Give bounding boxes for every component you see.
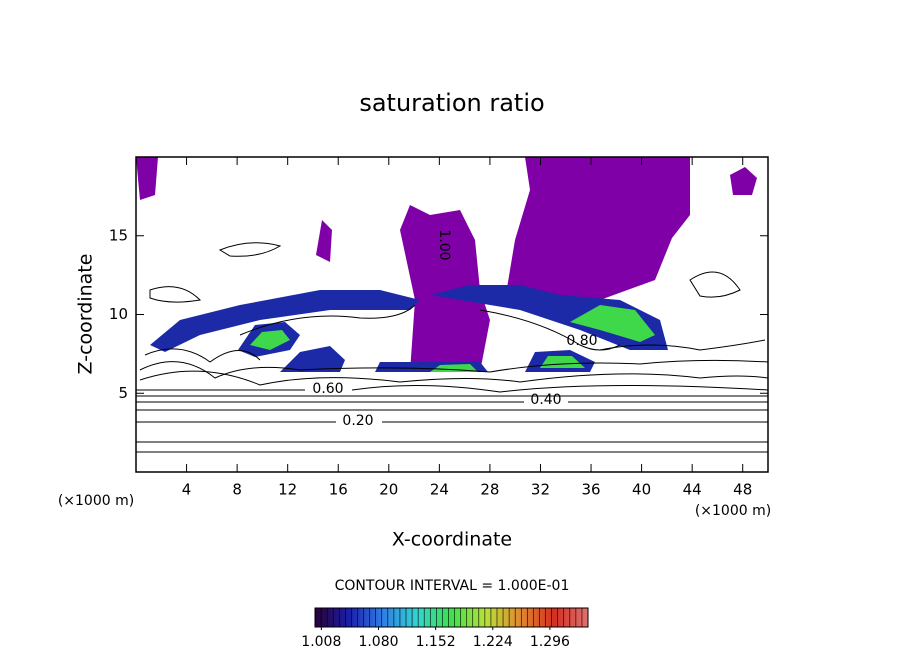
region (150, 290, 420, 352)
region (280, 346, 345, 372)
contour-line (139, 359, 769, 379)
colorbar-tick-label: 1.008 (301, 634, 341, 650)
x-tick-label: 16 (329, 481, 348, 499)
region (730, 167, 757, 195)
colorbar-tick-label: 1.080 (358, 634, 398, 650)
y-axis-label: Z-coordinate (75, 254, 97, 375)
x-tick-label: 44 (683, 481, 702, 499)
x-tick-label: 28 (480, 481, 499, 499)
x-tick-label: 32 (531, 481, 550, 499)
region (430, 285, 668, 350)
contour-label: 0.20 (342, 413, 373, 429)
region (400, 205, 490, 372)
contour-interval: CONTOUR INTERVAL = 1.000E-01 (335, 578, 570, 594)
x-tick-label: 40 (632, 481, 651, 499)
x-tick-label: 36 (581, 481, 600, 499)
contour-line (239, 304, 621, 351)
contour-label: 0.80 (566, 333, 597, 349)
x-unit-label: (×1000 m) (695, 503, 771, 519)
region (505, 157, 690, 300)
colorbar-tick-label: 1.296 (530, 634, 570, 650)
y-tick-label: 10 (109, 305, 128, 323)
colorbar-tick-label: 1.152 (416, 634, 456, 650)
contour-label: 1.00 (436, 229, 452, 260)
x-tick-label: 4 (182, 481, 192, 499)
x-tick-label: 8 (232, 481, 242, 499)
chart-title: saturation ratio (359, 89, 544, 117)
region (316, 220, 332, 262)
region (250, 330, 290, 350)
contour-line (139, 370, 769, 386)
contour-label: 0.40 (530, 392, 561, 408)
y-tick-label: 15 (109, 226, 128, 244)
region (570, 305, 655, 342)
region (136, 157, 158, 200)
colorbar (314, 607, 589, 628)
x-tick-label: 12 (278, 481, 297, 499)
contour-line (149, 242, 741, 303)
contour-line (144, 339, 766, 363)
contour-label: 0.60 (312, 381, 343, 397)
x-axis-label: X-coordinate (392, 529, 512, 551)
x-tick-label: 48 (733, 481, 752, 499)
contour-line (136, 384, 769, 393)
y-unit-label: (×1000 m) (58, 493, 134, 509)
colorbar-tick-label: 1.224 (473, 634, 513, 650)
x-tick-label: 20 (379, 481, 398, 499)
x-tick-label: 24 (430, 481, 449, 499)
y-tick-label: 5 (118, 384, 128, 402)
field (136, 157, 769, 453)
